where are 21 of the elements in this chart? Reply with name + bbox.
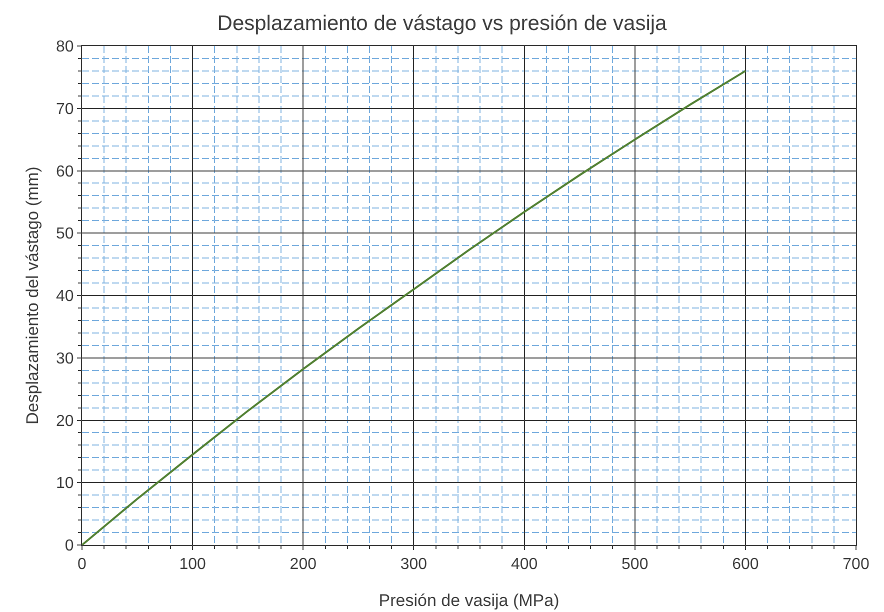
chart-title: Desplazamiento de vástago vs presión de vasija [217,12,668,35]
y-tick-label: 50 [56,226,74,243]
y-tick-label: 20 [56,412,74,430]
y-tick-label: 60 [56,163,74,180]
y-tick-label: 30 [56,350,74,368]
y-tick-label: 10 [56,475,74,492]
x-tick-label: 500 [622,556,648,574]
x-tick-label: 400 [510,556,538,574]
y-tick-label: 70 [56,100,74,118]
x-axis-title: Presión de vasija (MPa) [378,591,560,610]
y-tick-label: 40 [56,288,74,306]
y-tick-label: 80 [56,38,74,56]
x-tick-label: 200 [290,556,317,574]
y-tick-label: 0 [64,538,74,555]
x-tick-label: 100 [179,556,206,574]
y-axis-title: Desplazamiento del vástago (mm) [23,166,42,424]
x-tick-label: 700 [842,556,870,574]
x-tick-label: 300 [400,556,428,574]
x-tick-label: 0 [78,556,87,574]
line-series [82,70,746,545]
x-tick-label: 600 [732,556,759,574]
